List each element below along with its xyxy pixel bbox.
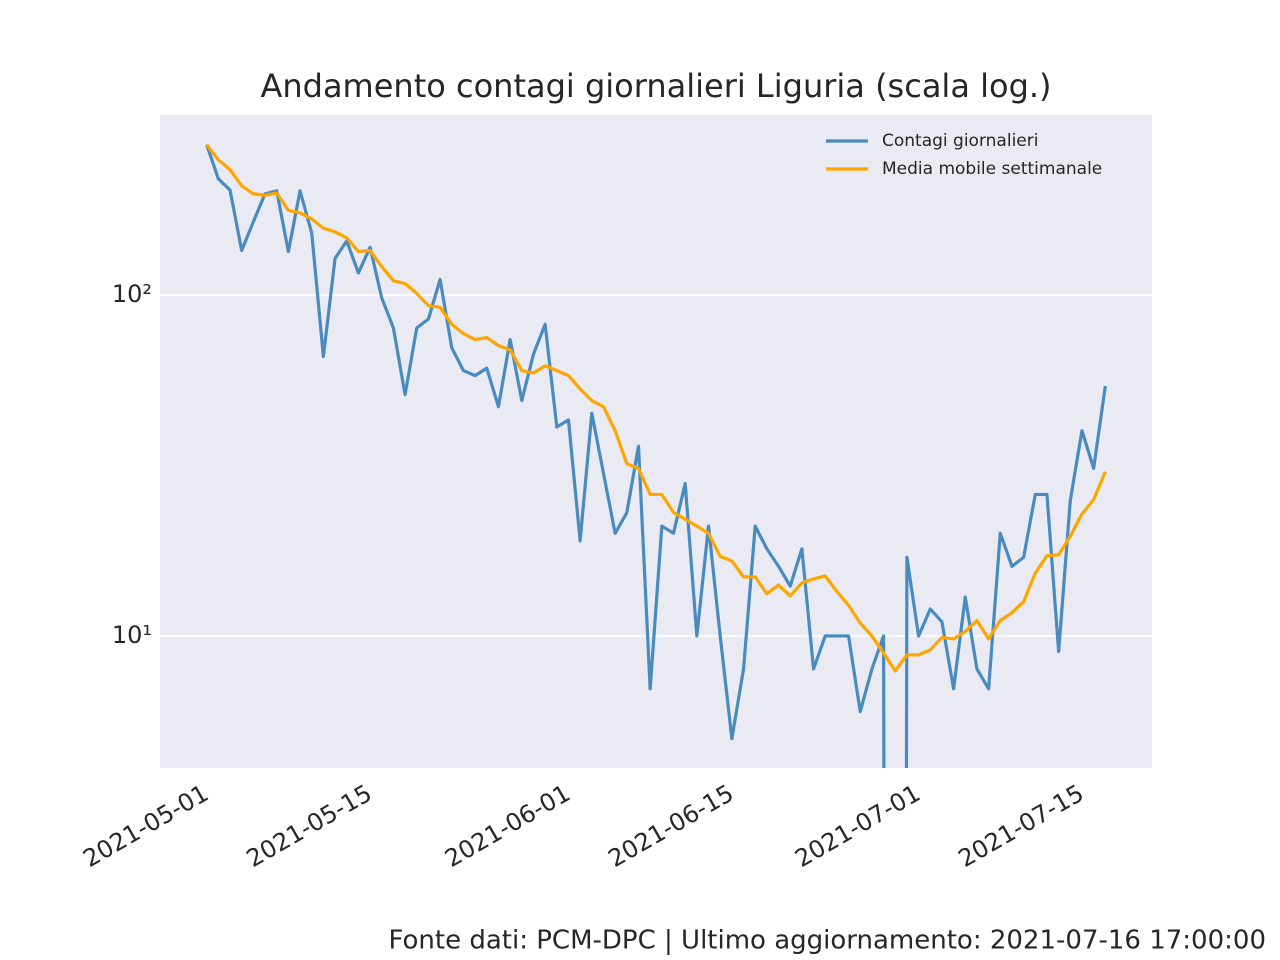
y-tick-label: 10² bbox=[112, 280, 152, 308]
footnote: Fonte dati: PCM-DPC | Ultimo aggiornamen… bbox=[389, 926, 1267, 956]
x-tick-label: 2021-07-15 bbox=[954, 779, 1089, 873]
legend-label: Media mobile settimanale bbox=[882, 159, 1102, 179]
series-line bbox=[205, 144, 1107, 768]
x-tick-label: 2021-06-15 bbox=[604, 779, 739, 873]
x-tick-label: 2021-05-01 bbox=[78, 779, 213, 873]
series-line bbox=[205, 143, 1107, 673]
x-tick-label: 2021-06-01 bbox=[440, 779, 575, 873]
chart-title: Andamento contagi giornalieri Liguria (s… bbox=[260, 67, 1051, 105]
x-tick-label: 2021-05-15 bbox=[242, 779, 377, 873]
plot-area bbox=[160, 115, 1152, 768]
y-tick-label: 10¹ bbox=[112, 621, 152, 649]
plot-lines bbox=[205, 143, 1107, 768]
x-tick-label: 2021-07-01 bbox=[790, 779, 925, 873]
legend-label: Contagi giornalieri bbox=[882, 131, 1038, 151]
